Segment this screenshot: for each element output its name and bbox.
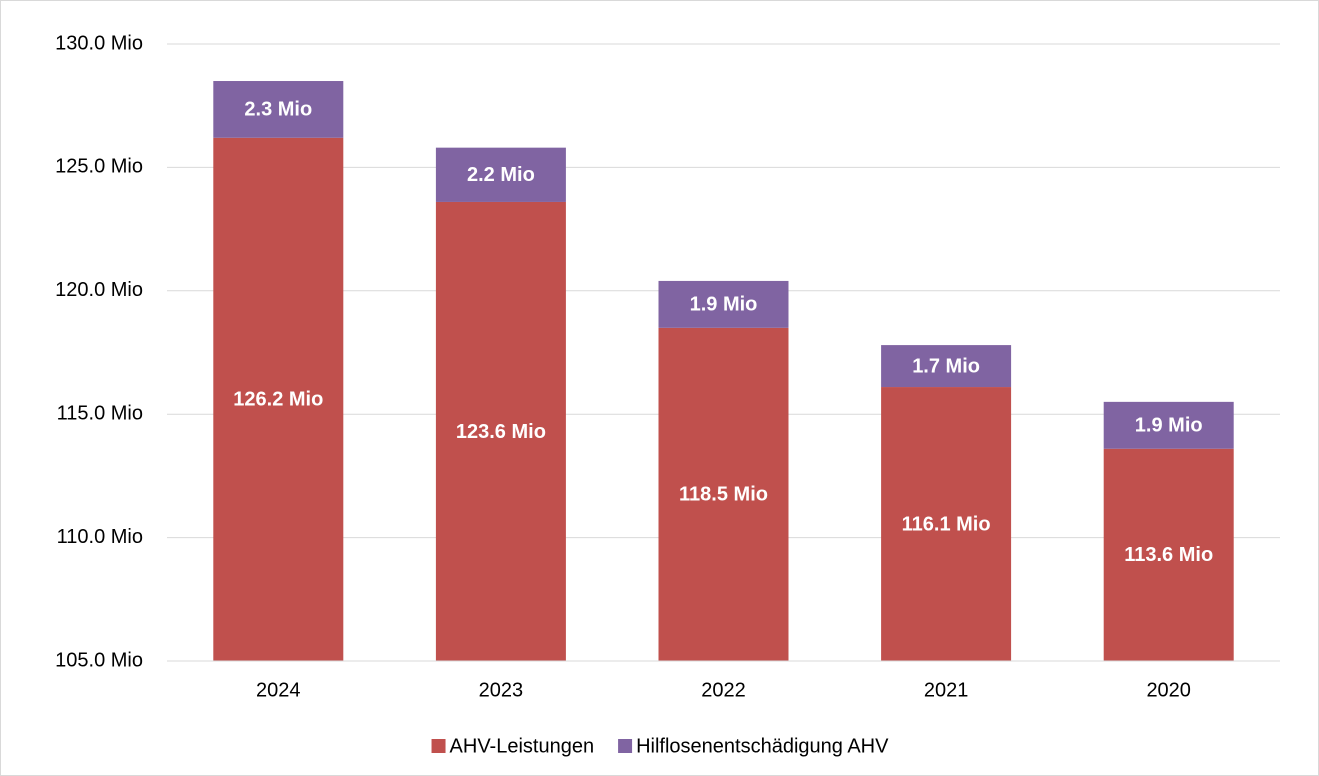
data-label: 126.2 Mio [233,389,323,411]
bar-segment [881,345,1012,388]
x-tick-label: 2021 [924,679,969,701]
y-tick-label: 110.0 Mio [57,526,143,548]
y-tick-label: 120.0 Mio [55,279,143,301]
bar-segment [1103,448,1234,661]
bar-segment [213,137,344,661]
data-label: 118.5 Mio [679,484,768,506]
x-tick-label: 2024 [256,679,301,701]
x-tick-label: 2023 [479,679,524,701]
data-label: 1.9 Mio [690,294,758,316]
data-label: 2.3 Mio [244,99,312,121]
data-label: 116.1 Mio [902,513,991,535]
bar-segment [881,387,1012,661]
bar-segment [658,327,789,661]
y-tick-label: 125.0 Mio [55,156,143,178]
bar-segment [658,280,789,328]
y-tick-label: 105.0 Mio [55,649,143,671]
data-label: 1.7 Mio [912,355,980,377]
x-tick-label: 2022 [701,679,746,701]
legend-swatch [618,739,633,753]
legend-label: AHV-Leistungen [450,735,595,757]
legend-label: Hilflosenentschädigung AHV [636,735,889,757]
bar-segment [435,201,566,661]
y-tick-label: 130.0 Mio [55,32,143,54]
bar-segment [1103,401,1234,449]
data-label: 113.6 Mio [1124,544,1213,566]
data-label: 2.2 Mio [467,164,535,186]
y-tick-label: 115.0 Mio [57,402,143,424]
bar-segment [435,147,566,202]
x-tick-label: 2020 [1146,679,1191,701]
legend-swatch [431,739,446,753]
bar-segment [213,81,344,138]
data-label: 123.6 Mio [456,421,546,443]
data-label: 1.9 Mio [1135,415,1203,437]
